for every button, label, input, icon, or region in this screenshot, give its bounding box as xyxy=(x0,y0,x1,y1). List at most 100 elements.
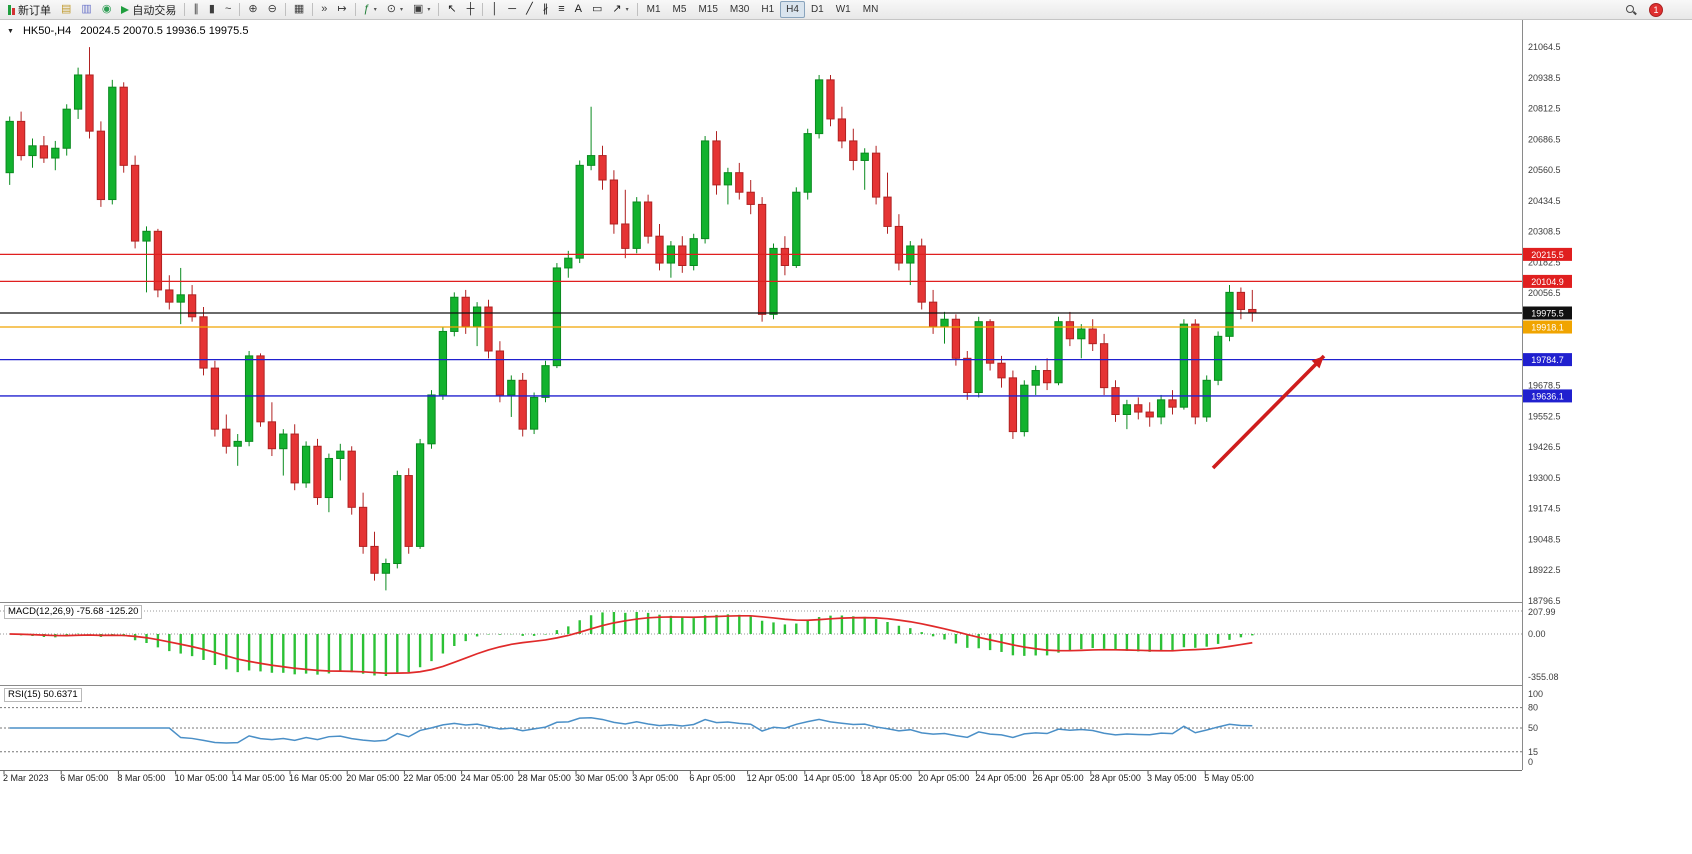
rsi-name: RSI(15) xyxy=(8,689,41,700)
hlines-layer[interactable] xyxy=(0,253,1522,397)
crosshair-button[interactable]: ┼ xyxy=(462,1,480,18)
svg-text:20434.5: 20434.5 xyxy=(1528,196,1561,206)
search-icon xyxy=(1626,4,1636,15)
text-label-button[interactable]: ▭ xyxy=(587,1,607,18)
zoom-in-button[interactable]: ⊕ xyxy=(243,1,262,18)
templates-button[interactable]: ▣ ▾ xyxy=(408,1,435,18)
timeframe-m5-button[interactable]: M5 xyxy=(667,1,693,18)
line-chart-button[interactable]: ~ xyxy=(220,1,236,18)
periods-button[interactable]: ⊙ ▾ xyxy=(382,1,408,18)
svg-text:30 Mar 05:00: 30 Mar 05:00 xyxy=(575,773,628,783)
svg-text:3 Apr 05:00: 3 Apr 05:00 xyxy=(632,773,678,783)
svg-text:20812.5: 20812.5 xyxy=(1528,104,1561,114)
svg-text:0.00: 0.00 xyxy=(1528,629,1546,639)
auto-scroll-button[interactable]: » xyxy=(316,1,332,18)
community-icon: ◉ xyxy=(101,3,112,15)
svg-text:10 Mar 05:00: 10 Mar 05:00 xyxy=(175,773,228,783)
bar-chart-button[interactable]: ∥ xyxy=(188,1,204,18)
timeframe-m15-button[interactable]: M15 xyxy=(692,1,723,18)
svg-text:20560.5: 20560.5 xyxy=(1528,165,1561,175)
svg-text:19784.7: 19784.7 xyxy=(1531,355,1564,365)
svg-text:19048.5: 19048.5 xyxy=(1528,534,1561,544)
svg-text:19174.5: 19174.5 xyxy=(1528,504,1561,514)
toolbar-right: 1 xyxy=(1621,1,1663,18)
price-axis-labels[interactable]: 21064.5 20938.5 20812.5 20686.5 20560.5 20434… xyxy=(1528,42,1561,606)
svg-text:18 Apr 05:00: 18 Apr 05:00 xyxy=(861,773,912,783)
timeframe-m30-button[interactable]: M30 xyxy=(724,1,755,18)
svg-text:20 Mar 05:00: 20 Mar 05:00 xyxy=(346,773,399,783)
cursor-button[interactable]: ↖ xyxy=(442,1,461,18)
toolbar-separator xyxy=(239,3,241,16)
timeframe-d1-button[interactable]: D1 xyxy=(805,1,830,18)
timeframe-h4-button[interactable]: H4 xyxy=(780,1,805,18)
svg-text:14 Apr 05:00: 14 Apr 05:00 xyxy=(804,773,855,783)
window-layout-button[interactable]: ▥ xyxy=(76,1,96,18)
text-button[interactable]: A xyxy=(570,1,587,18)
timeframe-mn-button[interactable]: MN xyxy=(857,1,885,18)
time-axis-labels[interactable]: 2 Mar 2023 6 Mar 05:00 8 Mar 05:00 10 Mar 0… xyxy=(3,771,1254,783)
svg-text:80: 80 xyxy=(1528,703,1538,713)
window-layout-icon: ▥ xyxy=(81,3,92,15)
svg-text:6 Apr 05:00: 6 Apr 05:00 xyxy=(689,773,735,783)
profiles-button[interactable]: ▤ xyxy=(56,1,76,18)
candlestick-chart-button[interactable]: ▮ xyxy=(204,1,220,18)
indicators-icon: ƒ xyxy=(363,3,370,15)
svg-text:16 Mar 05:00: 16 Mar 05:00 xyxy=(289,773,342,783)
svg-text:18922.5: 18922.5 xyxy=(1528,565,1561,575)
svg-text:20182.5: 20182.5 xyxy=(1528,257,1561,267)
rsi-scale-labels: 100 80 50 150 xyxy=(1528,689,1543,767)
svg-text:20104.9: 20104.9 xyxy=(1531,277,1564,287)
community-button[interactable]: ◉ xyxy=(97,1,117,18)
notification-badge[interactable]: 1 xyxy=(1649,2,1663,17)
chart-shift-button[interactable]: ↦ xyxy=(332,1,351,18)
fibonacci-icon: ≡ xyxy=(558,3,565,15)
tile-windows-button[interactable]: ▦ xyxy=(289,1,309,18)
zoom-in-icon: ⊕ xyxy=(248,3,258,15)
tile-windows-icon: ▦ xyxy=(293,3,305,15)
vertical-line-icon: │ xyxy=(491,3,499,15)
svg-text:15: 15 xyxy=(1528,747,1538,757)
vertical-line-button[interactable]: │ xyxy=(486,1,503,18)
chevron-down-icon: ▾ xyxy=(427,7,431,13)
toolbar-separator xyxy=(312,3,314,16)
svg-text:19678.5: 19678.5 xyxy=(1528,381,1561,391)
svg-text:20938.5: 20938.5 xyxy=(1528,73,1561,83)
svg-text:8 Mar 05:00: 8 Mar 05:00 xyxy=(117,773,165,783)
trend-arrow[interactable] xyxy=(1211,354,1326,470)
svg-text:19636.1: 19636.1 xyxy=(1531,391,1564,401)
rsi-layer xyxy=(0,707,1522,753)
arrows-button[interactable]: ↗ ▾ xyxy=(607,1,633,18)
horizontal-line-button[interactable]: ─ xyxy=(503,1,521,18)
text-label-icon: ▭ xyxy=(591,3,603,15)
timeframe-h1-button[interactable]: H1 xyxy=(755,1,780,18)
main-toolbar: 新订单 ▤ ▥ ◉ 自动交易 ∥ ▮ ~ ⊕ ⊖ ▦» ↦ ƒ ▾ ⊙ ▾ ▣ ▾ ↖ ┼ │ ─ ╱ ∦ ≡ A ▭ ↗ ▾ M… xyxy=(0,0,1692,20)
zoom-out-button[interactable]: ⊖ xyxy=(263,1,282,18)
timeframe-w1-button[interactable]: W1 xyxy=(830,1,857,18)
svg-text:5 May 05:00: 5 May 05:00 xyxy=(1204,773,1254,783)
autotrade-button[interactable]: 自动交易 xyxy=(116,1,181,18)
svg-text:207.99: 207.99 xyxy=(1528,607,1556,617)
indicators-button[interactable]: ƒ ▾ xyxy=(359,1,382,18)
fibonacci-button[interactable]: ≡ xyxy=(553,1,569,18)
svg-text:20686.5: 20686.5 xyxy=(1528,134,1561,144)
chevron-down-icon: ▾ xyxy=(399,7,403,13)
candles-layer xyxy=(5,47,1257,591)
new-order-label: 新订单 xyxy=(18,4,51,17)
bar-chart-icon: ∥ xyxy=(193,3,199,15)
macd-layer xyxy=(0,610,1522,676)
svg-text:26 Apr 05:00: 26 Apr 05:00 xyxy=(1033,773,1084,783)
equidistant-channel-button[interactable]: ∦ xyxy=(538,1,554,18)
new-order-button[interactable]: 新订单 xyxy=(3,1,56,18)
crosshair-icon: ┼ xyxy=(466,3,475,15)
timeframe-m1-button[interactable]: M1 xyxy=(641,1,667,18)
trendline-button[interactable]: ╱ xyxy=(521,1,538,18)
svg-text:0: 0 xyxy=(1528,757,1533,767)
toolbar-tools: ∥ ▮ ~ ⊕ ⊖ ▦» ↦ ƒ ▾ ⊙ ▾ ▣ ▾ ↖ ┼ │ ─ ╱ ∦ ≡ A ▭ ↗ ▾ xyxy=(181,1,640,18)
profiles-icon: ▤ xyxy=(61,3,72,15)
collapse-icon[interactable]: ▼ xyxy=(7,27,14,35)
search-button[interactable] xyxy=(1621,1,1641,18)
periods-icon: ⊙ xyxy=(386,3,396,15)
svg-text:24 Apr 05:00: 24 Apr 05:00 xyxy=(975,773,1026,783)
